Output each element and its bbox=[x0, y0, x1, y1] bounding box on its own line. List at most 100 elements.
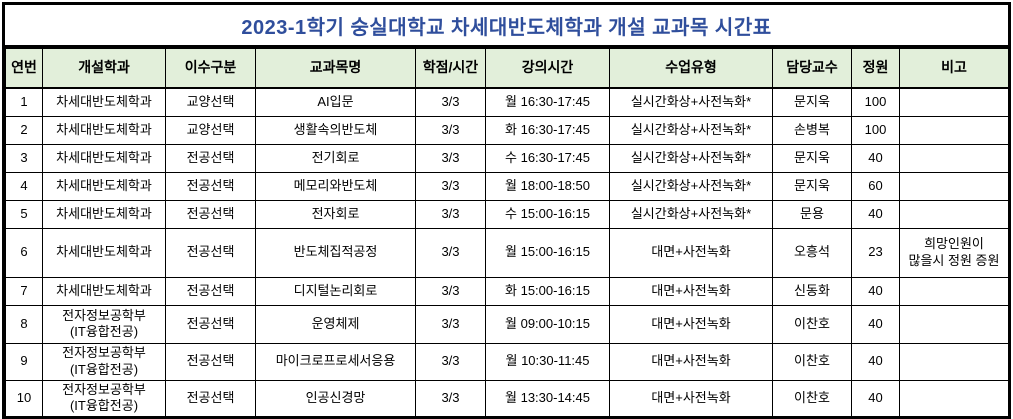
cell-course-name: 메모리와반도체 bbox=[255, 171, 416, 201]
table-row: 3 차세대반도체학과 전공선택 전기회로 3/3 수 16:30-17:45 실시간화상+사… bbox=[5, 143, 1009, 173]
cell-lecture-time: 월 13:30-14:45 bbox=[485, 379, 610, 417]
cell-credits-hours: 3/3 bbox=[415, 342, 486, 381]
cell-department: 전자정보공학부 (IT융합전공) bbox=[42, 342, 166, 381]
cell-no: 2 bbox=[5, 115, 43, 145]
cell-credits-hours: 3/3 bbox=[415, 379, 486, 417]
cell-course-name: 전자회로 bbox=[255, 199, 416, 229]
cell-lecture-time: 월 18:00-18:50 bbox=[485, 171, 610, 201]
cell-lecture-time: 화 16:30-17:45 bbox=[485, 115, 610, 145]
cell-capacity: 40 bbox=[851, 143, 900, 173]
cell-class-type: 실시간화상+사전녹화* bbox=[609, 87, 773, 117]
cell-note: 희망인원이 많을시 정원 증원 bbox=[899, 227, 1009, 278]
cell-class-type: 대면+사전녹화 bbox=[609, 379, 773, 417]
cell-no: 8 bbox=[5, 304, 43, 344]
cell-course-name: AI입문 bbox=[255, 87, 416, 117]
cell-class-type: 대면+사전녹화 bbox=[609, 304, 773, 344]
cell-no: 5 bbox=[5, 199, 43, 229]
col-header-course-name: 교과목명 bbox=[255, 48, 416, 89]
table-row: 10 전자정보공학부 (IT융합전공) 전공선택 인공신경망 3/3 월 13:30-14… bbox=[5, 379, 1009, 417]
cell-note bbox=[899, 276, 1009, 306]
col-header-credits-hours: 학점/시간 bbox=[415, 48, 486, 89]
cell-department: 차세대반도체학과 bbox=[42, 87, 166, 117]
cell-no: 7 bbox=[5, 276, 43, 306]
cell-professor: 오흥석 bbox=[772, 227, 852, 278]
cell-note bbox=[899, 304, 1009, 344]
cell-capacity: 40 bbox=[851, 276, 900, 306]
header-row: 연번 개설학과 이수구분 교과목명 학점/시간 강의시간 수업유형 담당교수 정원 비고 bbox=[5, 48, 1009, 89]
cell-lecture-time: 화 15:00-16:15 bbox=[485, 276, 610, 306]
cell-capacity: 40 bbox=[851, 379, 900, 417]
cell-capacity: 100 bbox=[851, 87, 900, 117]
table-row: 7 차세대반도체학과 전공선택 디지털논리회로 3/3 화 15:00-16:15 대면+사… bbox=[5, 276, 1009, 306]
cell-category: 전공선택 bbox=[165, 227, 256, 278]
cell-department: 전자정보공학부 (IT융합전공) bbox=[42, 304, 166, 344]
cell-lecture-time: 수 16:30-17:45 bbox=[485, 143, 610, 173]
cell-credits-hours: 3/3 bbox=[415, 143, 486, 173]
cell-capacity: 40 bbox=[851, 199, 900, 229]
col-header-note: 비고 bbox=[899, 48, 1009, 89]
cell-lecture-time: 월 09:00-10:15 bbox=[485, 304, 610, 344]
cell-note bbox=[899, 199, 1009, 229]
cell-professor: 문지욱 bbox=[772, 171, 852, 201]
cell-category: 전공선택 bbox=[165, 276, 256, 306]
cell-class-type: 실시간화상+사전녹화* bbox=[609, 115, 773, 145]
cell-professor: 문지욱 bbox=[772, 87, 852, 117]
cell-category: 전공선택 bbox=[165, 143, 256, 173]
cell-class-type: 실시간화상+사전녹화* bbox=[609, 143, 773, 173]
cell-department: 차세대반도체학과 bbox=[42, 143, 166, 173]
cell-class-type: 대면+사전녹화 bbox=[609, 342, 773, 381]
cell-course-name: 생활속의반도체 bbox=[255, 115, 416, 145]
col-header-class-type: 수업유형 bbox=[609, 48, 773, 89]
col-header-department: 개설학과 bbox=[42, 48, 166, 89]
cell-category: 전공선택 bbox=[165, 379, 256, 417]
cell-professor: 이찬호 bbox=[772, 304, 852, 344]
cell-no: 10 bbox=[5, 379, 43, 417]
cell-credits-hours: 3/3 bbox=[415, 171, 486, 201]
cell-department: 전자정보공학부 (IT융합전공) bbox=[42, 379, 166, 417]
cell-note bbox=[899, 143, 1009, 173]
cell-capacity: 23 bbox=[851, 227, 900, 278]
cell-category: 전공선택 bbox=[165, 171, 256, 201]
cell-course-name: 전기회로 bbox=[255, 143, 416, 173]
cell-no: 6 bbox=[5, 227, 43, 278]
cell-capacity: 40 bbox=[851, 342, 900, 381]
col-header-capacity: 정원 bbox=[851, 48, 900, 89]
cell-department: 차세대반도체학과 bbox=[42, 171, 166, 201]
cell-category: 전공선택 bbox=[165, 342, 256, 381]
cell-class-type: 실시간화상+사전녹화* bbox=[609, 171, 773, 201]
cell-category: 전공선택 bbox=[165, 304, 256, 344]
cell-category: 교양선택 bbox=[165, 87, 256, 117]
cell-course-name: 마이크로프로세서응용 bbox=[255, 342, 416, 381]
col-header-lecture-time: 강의시간 bbox=[485, 48, 610, 89]
cell-class-type: 대면+사전녹화 bbox=[609, 227, 773, 278]
cell-course-name: 반도체집적공정 bbox=[255, 227, 416, 278]
table-row: 6 차세대반도체학과 전공선택 반도체집적공정 3/3 월 15:00-16:15 대면+사… bbox=[5, 227, 1009, 278]
page-title: 2023-1학기 숭실대학교 차세대반도체학과 개설 교과목 시간표 bbox=[5, 5, 1008, 48]
cell-credits-hours: 3/3 bbox=[415, 87, 486, 117]
cell-lecture-time: 월 10:30-11:45 bbox=[485, 342, 610, 381]
cell-category: 전공선택 bbox=[165, 199, 256, 229]
col-header-professor: 담당교수 bbox=[772, 48, 852, 89]
table-row: 9 전자정보공학부 (IT융합전공) 전공선택 마이크로프로세서응용 3/3 월 10:3… bbox=[5, 342, 1009, 381]
cell-department: 차세대반도체학과 bbox=[42, 227, 166, 278]
cell-no: 4 bbox=[5, 171, 43, 201]
cell-department: 차세대반도체학과 bbox=[42, 276, 166, 306]
cell-lecture-time: 월 16:30-17:45 bbox=[485, 87, 610, 117]
cell-course-name: 운영체제 bbox=[255, 304, 416, 344]
cell-professor: 문지욱 bbox=[772, 143, 852, 173]
table-row: 1 차세대반도체학과 교양선택 AI입문 3/3 월 16:30-17:45 실시간화상+사… bbox=[5, 87, 1009, 117]
cell-lecture-time: 수 15:00-16:15 bbox=[485, 199, 610, 229]
cell-note bbox=[899, 115, 1009, 145]
cell-note bbox=[899, 87, 1009, 117]
course-table: 연번 개설학과 이수구분 교과목명 학점/시간 강의시간 수업유형 담당교수 정원 비고 1 차세대… bbox=[5, 48, 1009, 417]
cell-professor: 신동화 bbox=[772, 276, 852, 306]
cell-capacity: 60 bbox=[851, 171, 900, 201]
cell-no: 9 bbox=[5, 342, 43, 381]
cell-professor: 문용 bbox=[772, 199, 852, 229]
cell-no: 3 bbox=[5, 143, 43, 173]
cell-capacity: 40 bbox=[851, 304, 900, 344]
cell-credits-hours: 3/3 bbox=[415, 115, 486, 145]
cell-category: 교양선택 bbox=[165, 115, 256, 145]
cell-lecture-time: 월 15:00-16:15 bbox=[485, 227, 610, 278]
